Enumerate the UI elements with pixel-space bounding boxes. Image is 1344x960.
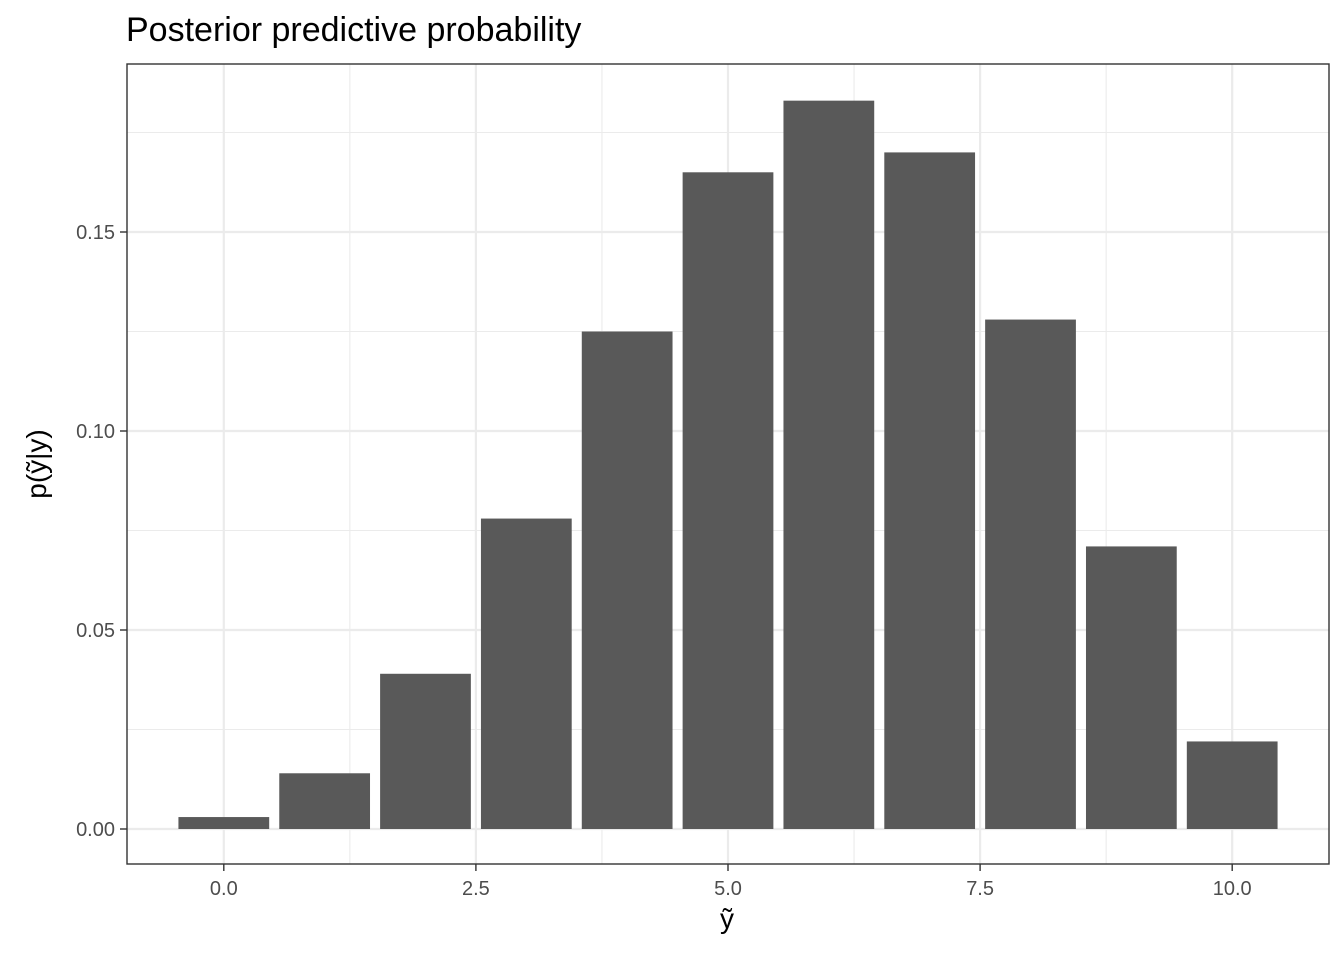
x-tick-label: 7.5 <box>966 878 994 900</box>
y-tick-label: 0.10 <box>76 421 115 443</box>
y-tick-label: 0.05 <box>76 620 115 642</box>
y-axis: 0.00 0.05 0.10 0.15 <box>76 222 127 841</box>
bar-3 <box>480 518 572 829</box>
y-tick-label: 0.15 <box>76 222 115 244</box>
bar-6 <box>783 100 875 829</box>
bar-1 <box>279 773 371 829</box>
chart-title: Posterior predictive probability <box>126 11 581 49</box>
y-axis-title: p(ỹ|y) <box>21 429 52 499</box>
y-tick-label: 0.00 <box>76 819 115 841</box>
x-axis-title: ỹ <box>720 903 734 934</box>
bars <box>178 100 1278 830</box>
x-tick-label: 10.0 <box>1213 878 1252 900</box>
bar-8 <box>985 319 1076 829</box>
bar-7 <box>884 152 976 829</box>
x-tick-label: 2.5 <box>462 878 490 900</box>
bar-0 <box>178 817 270 829</box>
x-axis: 0.0 2.5 5.0 7.5 10.0 <box>210 864 1252 900</box>
bar-5 <box>682 172 774 830</box>
bar-9 <box>1085 546 1177 829</box>
bar-2 <box>380 673 471 829</box>
x-tick-label: 5.0 <box>714 878 742 900</box>
bar-10 <box>1186 741 1278 829</box>
x-tick-label: 0.0 <box>210 878 238 900</box>
bar-4 <box>581 331 673 829</box>
